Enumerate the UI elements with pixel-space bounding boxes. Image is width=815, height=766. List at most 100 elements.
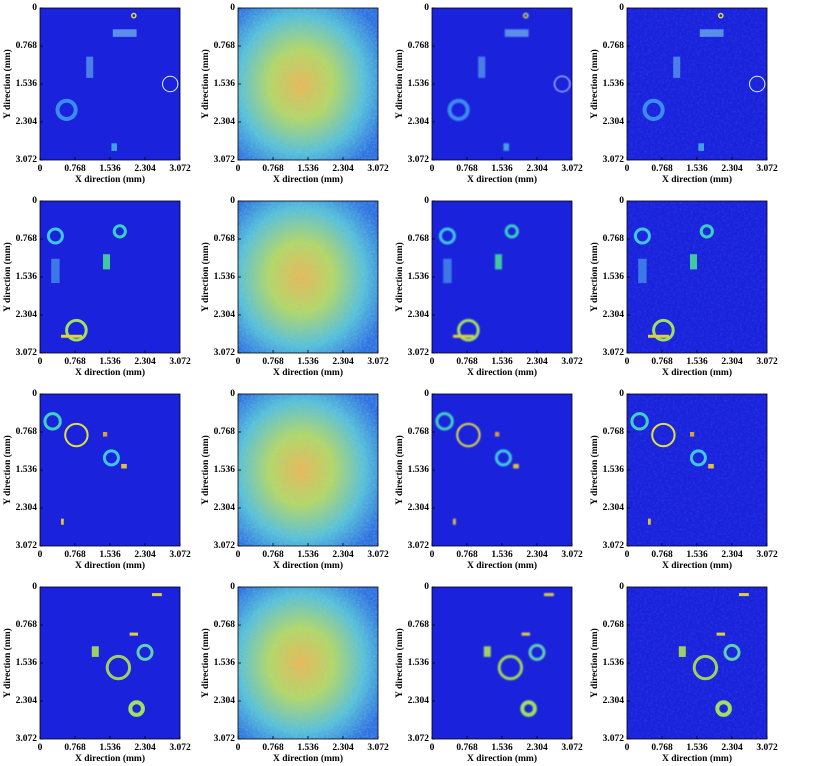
object (521, 632, 530, 636)
x-tick-label: 1.536 (491, 357, 513, 367)
object (65, 318, 88, 342)
x-tick-label: 3.072 (169, 357, 191, 367)
x-tick-label: 0 (236, 550, 241, 560)
x-tick-label: 0 (625, 164, 630, 174)
y-tick-label: 0 (230, 196, 235, 206)
object (708, 463, 714, 469)
object (495, 254, 502, 270)
x-tick-label: 3.072 (756, 164, 778, 174)
y-tick-label: 0.768 (214, 234, 236, 244)
y-tick-label: 2.304 (603, 696, 625, 706)
y-tick-label: 3.072 (603, 348, 625, 358)
y-tick-label: 2.304 (16, 117, 38, 127)
x-tick-label: 1.536 (297, 357, 319, 367)
x-tick-label: 0.768 (651, 743, 673, 753)
x-tick-label: 0 (38, 164, 43, 174)
x-tick-label: 2.304 (721, 164, 743, 174)
y-axis-label: Y direction (mm) (394, 435, 405, 505)
object (495, 432, 500, 437)
x-axis-label: X direction (mm) (273, 174, 343, 185)
panel: 0 0.768 1.536 2.304 3.07200.7681.5362.3043.0… (200, 389, 389, 571)
object (522, 12, 529, 19)
object (453, 334, 474, 338)
y-tick-label: 0 (619, 389, 624, 399)
x-tick-label: 3.072 (367, 357, 389, 367)
x-tick-label: 0.768 (262, 357, 284, 367)
x-tick-label: 0 (236, 164, 241, 174)
object (112, 29, 137, 37)
x-axis-label: X direction (mm) (75, 174, 145, 185)
image (627, 587, 767, 739)
y-tick-label: 1.536 (603, 272, 625, 282)
x-tick-label: 3.072 (367, 550, 389, 560)
y-tick-label: 0 (424, 3, 429, 13)
x-tick-label: 1.536 (99, 550, 121, 560)
object (699, 29, 724, 37)
object (678, 646, 686, 657)
x-tick-label: 2.304 (332, 164, 354, 174)
y-tick-label: 2.304 (603, 503, 625, 513)
y-tick-label: 0 (424, 389, 429, 399)
x-tick-label: 2.304 (721, 743, 743, 753)
image (40, 201, 180, 353)
x-axis-label: X direction (mm) (662, 367, 732, 378)
panel: 0 0.768 1.536 2.304 3.07200.7681.5362.3043.0… (394, 582, 583, 764)
x-tick-label: 0.768 (651, 550, 673, 560)
y-axis-label: Y direction (mm) (589, 435, 600, 505)
image (40, 587, 180, 739)
x-tick-label: 0 (625, 357, 630, 367)
y-tick-label: 3.072 (408, 541, 430, 551)
object (692, 654, 719, 681)
x-axis-label: X direction (mm) (467, 560, 537, 571)
image (432, 587, 572, 739)
object (453, 518, 456, 525)
panel: 0 0.768 1.536 2.304 3.07200.7681.5362.3043.0… (589, 582, 778, 764)
image (627, 201, 767, 353)
y-tick-label: 3.072 (214, 734, 236, 744)
y-tick-label: 1.536 (16, 272, 38, 282)
y-tick-label: 1.536 (16, 465, 38, 475)
object (121, 463, 127, 469)
x-axis-label: X direction (mm) (75, 753, 145, 764)
y-axis-label: Y direction (mm) (589, 49, 600, 119)
y-axis-label: Y direction (mm) (200, 435, 211, 505)
y-tick-label: 2.304 (214, 310, 236, 320)
y-tick-label: 0.768 (214, 41, 236, 51)
x-tick-label: 0.768 (262, 164, 284, 174)
object (723, 643, 741, 661)
y-tick-label: 2.304 (408, 310, 430, 320)
y-tick-label: 0.768 (603, 234, 625, 244)
object (102, 449, 120, 467)
object (456, 422, 481, 448)
image (238, 8, 378, 160)
y-tick-label: 3.072 (408, 734, 430, 744)
y-axis-label: Y direction (mm) (200, 628, 211, 698)
x-axis-label: X direction (mm) (467, 174, 537, 185)
x-tick-label: 2.304 (721, 357, 743, 367)
y-tick-label: 3.072 (408, 348, 430, 358)
x-tick-label: 2.304 (526, 357, 548, 367)
x-tick-label: 3.072 (561, 743, 583, 753)
x-tick-label: 1.536 (297, 164, 319, 174)
y-tick-label: 3.072 (603, 734, 625, 744)
y-tick-label: 1.536 (408, 465, 430, 475)
y-tick-label: 0 (32, 389, 37, 399)
x-tick-label: 2.304 (332, 743, 354, 753)
object (447, 98, 470, 121)
x-tick-label: 1.536 (99, 357, 121, 367)
x-tick-label: 1.536 (99, 164, 121, 174)
y-tick-label: 2.304 (408, 117, 430, 127)
object (630, 412, 649, 431)
object (739, 593, 749, 597)
y-axis-label: Y direction (mm) (200, 242, 211, 312)
x-tick-label: 0 (38, 743, 43, 753)
x-tick-label: 0 (236, 743, 241, 753)
object (478, 56, 486, 78)
x-axis-label: X direction (mm) (75, 367, 145, 378)
object (504, 29, 529, 37)
y-tick-label: 2.304 (408, 503, 430, 513)
object (633, 227, 651, 245)
object (457, 318, 480, 342)
image (627, 8, 767, 160)
y-tick-label: 0 (619, 3, 624, 13)
